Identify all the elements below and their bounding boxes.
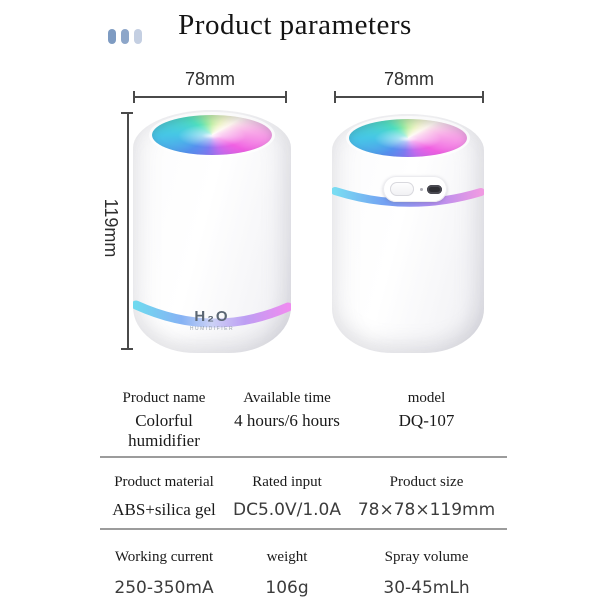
- spec-table: Product name Colorful humidifier Availab…: [100, 378, 507, 600]
- spec-label: Spray volume: [384, 549, 469, 565]
- decor-bar: [134, 29, 142, 44]
- h2o-logo: H₂O HUMIDIFIER: [133, 308, 291, 332]
- h2o-logo-subtext: HUMIDIFIER: [189, 326, 235, 332]
- spec-label: Product material: [114, 474, 214, 490]
- dimension-tick: [482, 91, 484, 103]
- humidifier-light-ring: [133, 300, 291, 328]
- spec-cell-weight: weight 106g: [228, 549, 346, 600]
- spec-value: 30-45mLh: [383, 578, 470, 598]
- page-title: Product parameters: [178, 9, 412, 41]
- width-dimension-label-left: 78mm: [184, 69, 235, 89]
- spec-value: DQ-107: [398, 411, 455, 430]
- spec-value: 250-350mA: [114, 578, 214, 598]
- usb-port: [427, 185, 442, 194]
- h2o-logo-text: H₂O: [194, 308, 230, 325]
- spec-label: Product size: [389, 474, 464, 490]
- decor-bar: [108, 29, 116, 44]
- dimension-tick: [133, 91, 135, 103]
- spec-cell-spray-volume: Spray volume 30-45mLh: [346, 549, 507, 600]
- spec-value: 4 hours/6 hours: [234, 411, 340, 430]
- table-row: Product name Colorful humidifier Availab…: [100, 378, 507, 458]
- spec-value: Colorful humidifier: [128, 411, 200, 450]
- humidifier-rgb-top: [349, 119, 467, 157]
- dimension-tick: [121, 348, 133, 350]
- decor-bar: [121, 29, 129, 44]
- dimension-tick: [121, 112, 133, 114]
- power-button: [390, 182, 414, 196]
- spec-label: Available time: [243, 390, 331, 406]
- height-dimension-label: 119mm: [101, 198, 121, 258]
- spec-cell-available-time: Available time 4 hours/6 hours: [228, 390, 346, 456]
- spec-label: Product name: [122, 390, 206, 406]
- spec-value: DC5.0V/1.0A: [232, 500, 342, 520]
- spec-cell-model: model DQ-107: [346, 390, 507, 456]
- spec-label: Rated input: [252, 474, 322, 490]
- width-dimension-line-right: [335, 96, 483, 98]
- humidifier-rgb-top: [152, 115, 272, 155]
- control-panel: [383, 176, 447, 202]
- humidifier-back-photo: [332, 114, 484, 353]
- width-dimension-label-right: 78mm: [383, 69, 434, 89]
- spec-value: 106g: [265, 578, 309, 598]
- table-row: Product material ABS+silica gel Rated in…: [100, 458, 507, 530]
- height-dimension-line: [127, 112, 129, 350]
- led-indicator: [420, 188, 423, 191]
- dimension-tick: [285, 91, 287, 103]
- width-dimension-line-left: [134, 96, 286, 98]
- spec-label: weight: [266, 549, 308, 565]
- dimension-tick: [334, 91, 336, 103]
- spec-cell-working-current: Working current 250-350mA: [100, 549, 228, 600]
- spec-value: ABS+silica gel: [112, 500, 216, 519]
- spec-value: 78×78×119mm: [357, 500, 496, 520]
- table-row: Working current 250-350mA weight 106g Sp…: [100, 530, 507, 600]
- decor-bars-icon: [108, 29, 142, 44]
- spec-cell-material: Product material ABS+silica gel: [100, 474, 228, 528]
- spec-label: Working current: [114, 549, 214, 565]
- spec-cell-rated-input: Rated input DC5.0V/1.0A: [228, 474, 346, 528]
- spec-cell-product-size: Product size 78×78×119mm: [346, 474, 507, 528]
- humidifier-front-photo: H₂O HUMIDIFIER: [133, 110, 291, 353]
- spec-label: model: [407, 390, 446, 406]
- spec-cell-product-name: Product name Colorful humidifier: [100, 390, 228, 456]
- humidifier-light-ring: [332, 187, 484, 207]
